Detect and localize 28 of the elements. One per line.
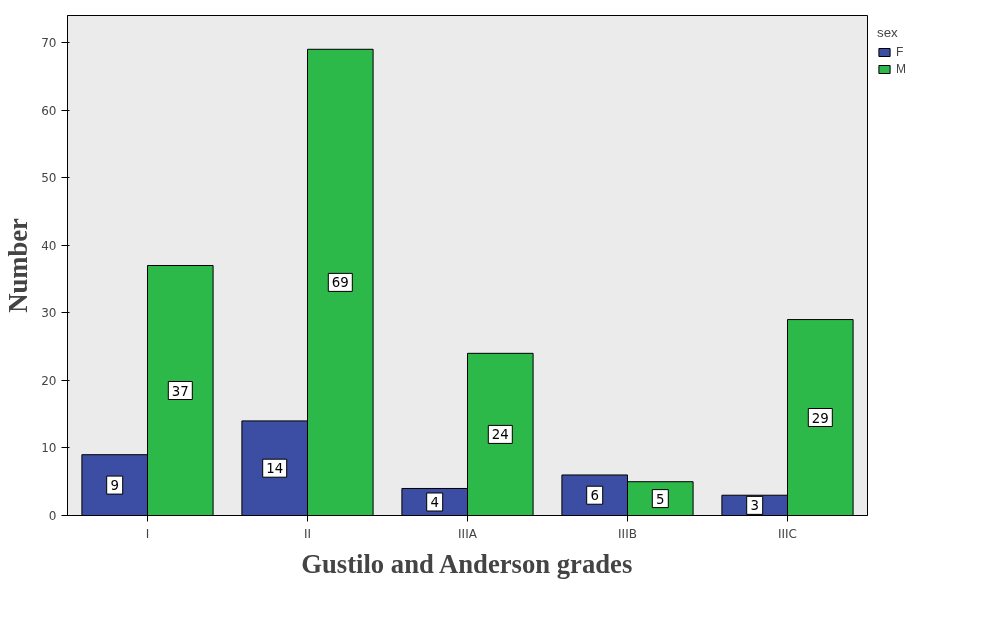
data-label: 9 <box>110 478 119 494</box>
data-label: 29 <box>811 410 829 426</box>
x-tick-label: IIIA <box>458 526 478 541</box>
y-tick-label: 70 <box>41 36 57 51</box>
data-label: 3 <box>750 498 759 514</box>
y-tick-label: 10 <box>41 441 57 456</box>
y-tick-label: 50 <box>41 171 57 186</box>
legend-label: M <box>896 62 907 76</box>
data-label: 69 <box>331 275 349 291</box>
y-tick-label: 0 <box>48 509 57 523</box>
x-tick-label: I <box>145 526 150 541</box>
data-label: 5 <box>656 491 665 507</box>
x-axis-title: Gustilo and Anderson grades <box>301 548 633 579</box>
legend-title: sex <box>877 25 899 40</box>
x-tick-label: IIIC <box>778 526 797 541</box>
y-tick-label: 20 <box>41 373 57 388</box>
y-axis-title: Number <box>3 217 34 313</box>
data-label: 4 <box>430 494 439 510</box>
x-tick-label: II <box>303 526 312 541</box>
data-label: 14 <box>266 461 284 477</box>
y-tick-label: 60 <box>41 103 57 118</box>
y-tick-label: 40 <box>41 238 57 253</box>
data-label: 6 <box>590 488 599 504</box>
data-label: 37 <box>171 383 189 399</box>
data-label: 24 <box>491 427 509 443</box>
legend-label: F <box>896 45 905 59</box>
y-tick-label: 30 <box>41 306 57 321</box>
x-tick-label: IIIB <box>618 526 637 541</box>
